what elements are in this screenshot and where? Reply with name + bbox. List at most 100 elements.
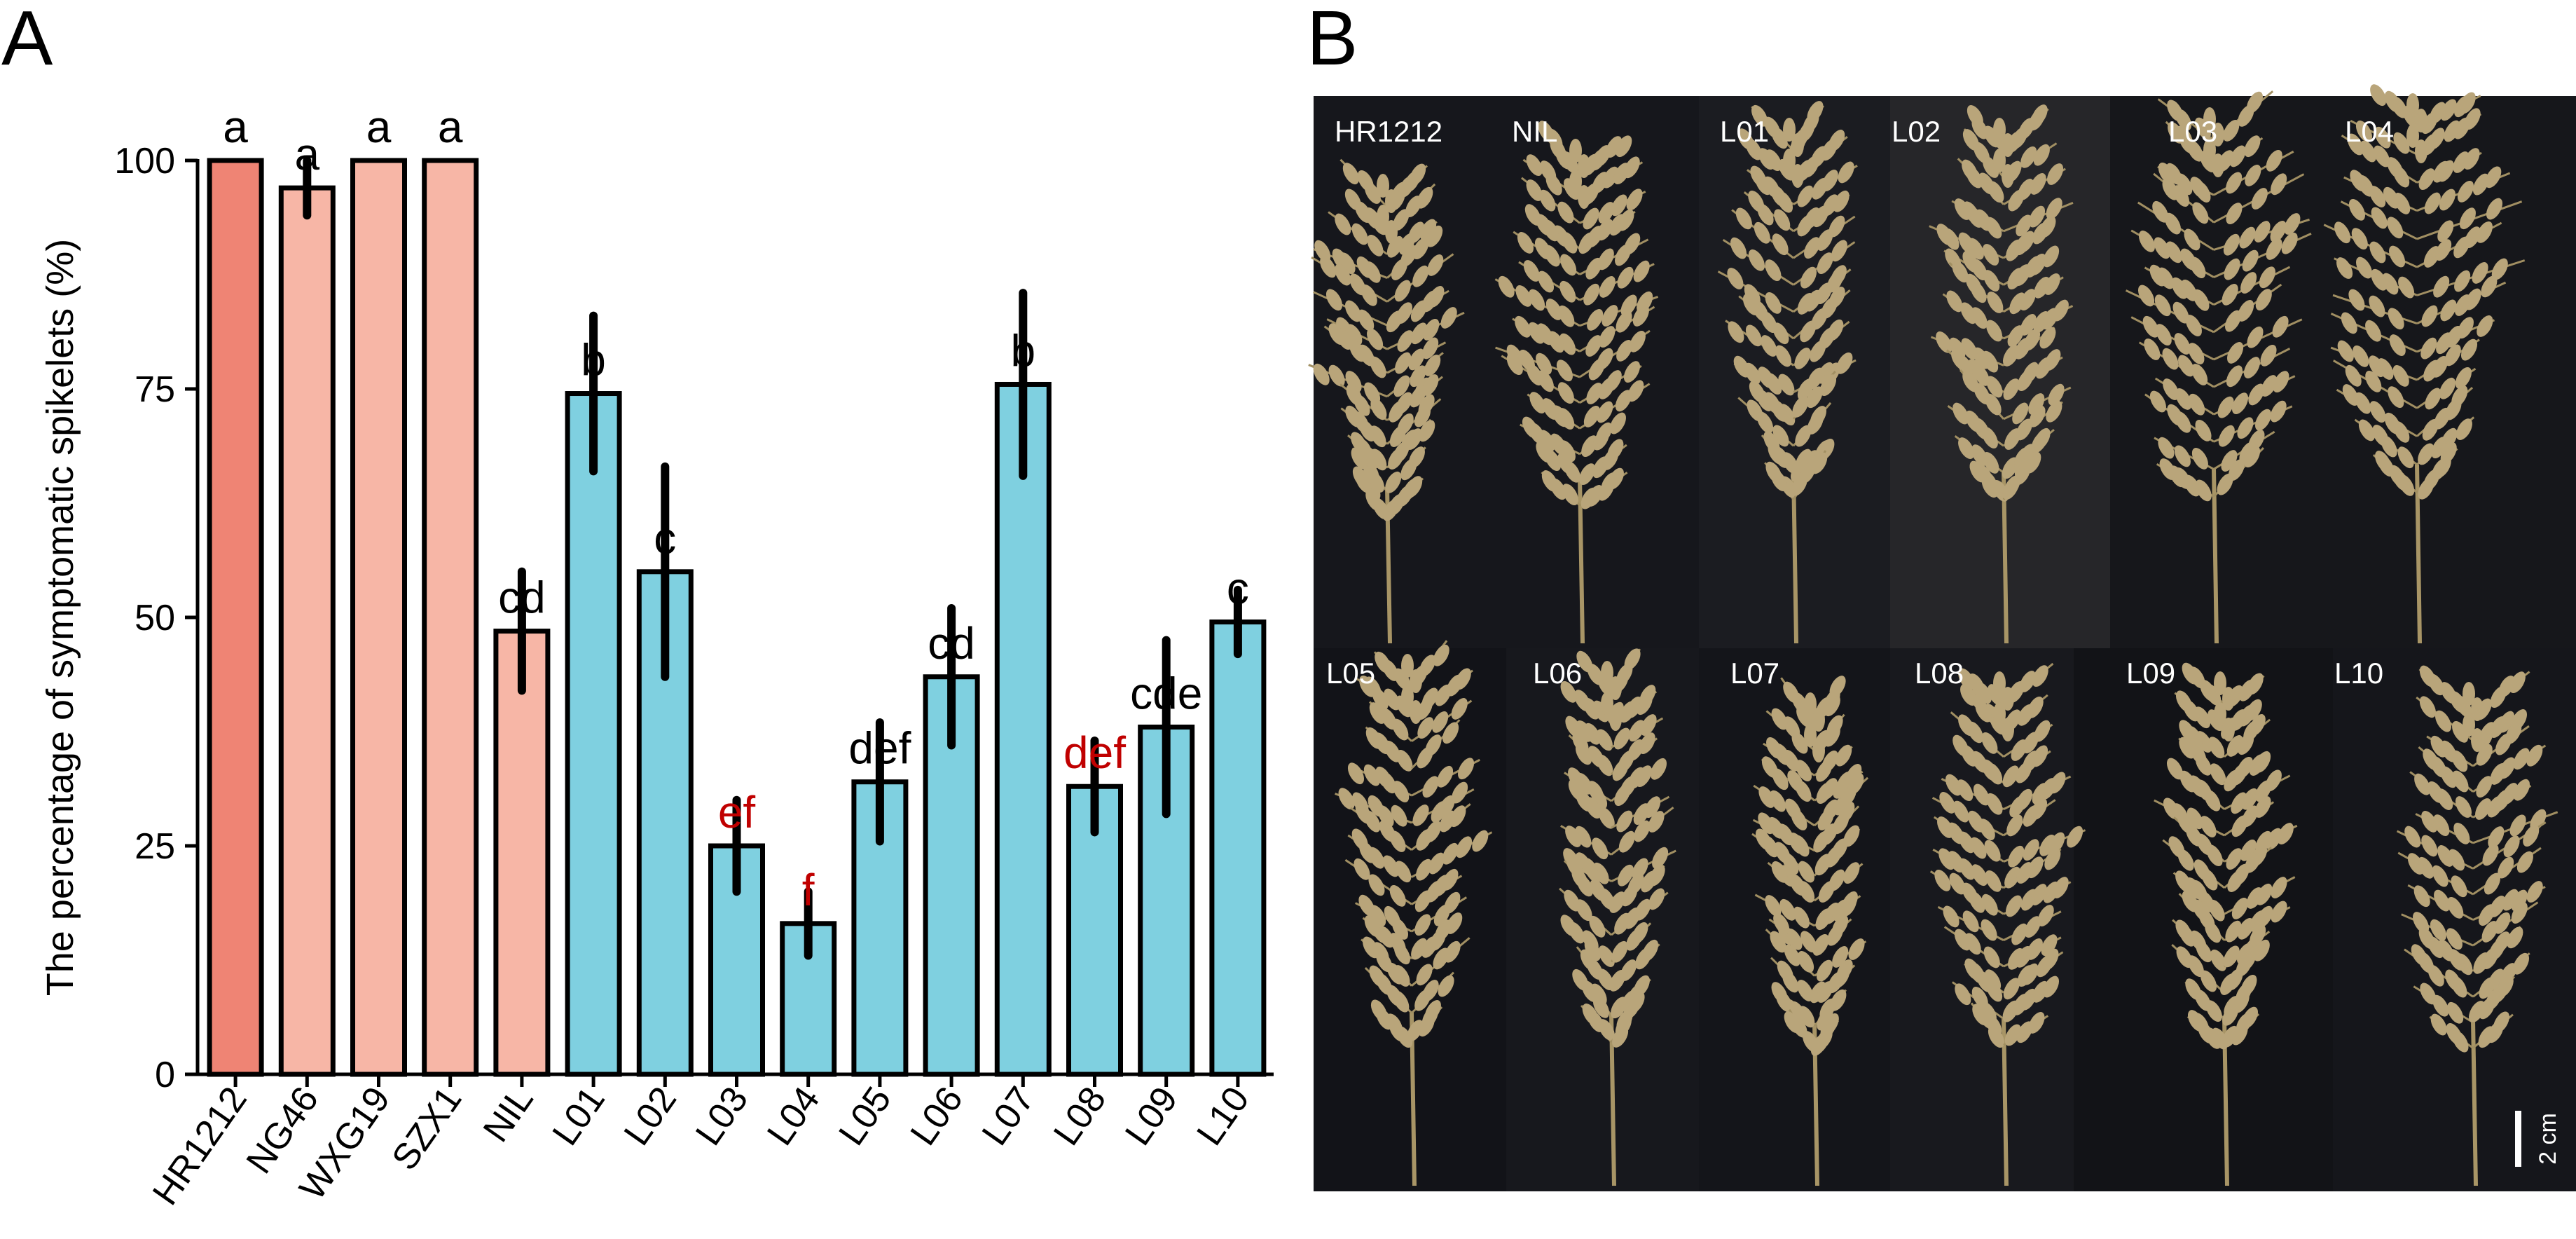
rice-grain — [2382, 273, 2399, 295]
rice-grain — [1784, 944, 1800, 966]
rice-grain — [2457, 317, 2474, 339]
rice-grain — [1733, 355, 1750, 378]
rice-grain — [2444, 344, 2461, 367]
category-label-l08: L08 — [1046, 1080, 1114, 1153]
rice-grain — [1536, 352, 1552, 375]
rice-grain — [1765, 895, 1782, 917]
rice-grain — [1773, 912, 1790, 935]
rice-grain — [1352, 466, 1369, 488]
rice-grain — [1396, 749, 1413, 772]
rice-grain — [2254, 796, 2271, 818]
rice-grain — [1578, 185, 1590, 209]
rice-grain — [1639, 732, 1655, 754]
rice-grain — [2254, 221, 2271, 242]
rice-grain — [1748, 191, 1765, 212]
rice-grain — [2244, 446, 2261, 467]
rice-grain — [1580, 949, 1597, 971]
rice-grain — [2247, 673, 2264, 695]
rice-grain — [1748, 249, 1765, 271]
rice-grain — [2360, 140, 2376, 163]
rice-grain — [1836, 352, 1853, 374]
rice-grain — [1945, 774, 1962, 796]
rice-grain — [1375, 766, 1392, 788]
rice-grain — [1394, 280, 1411, 302]
rice-grain — [1583, 405, 1600, 427]
rice-grain — [1426, 225, 1443, 247]
rice-grain — [2162, 348, 2179, 370]
rice-grain — [1845, 764, 1862, 786]
rice-grain — [2152, 200, 2169, 223]
rice-grain — [1758, 148, 1775, 170]
rice-grain — [2203, 138, 2216, 162]
rice-grain — [1472, 830, 1489, 852]
category-label-szx1: SZX1 — [384, 1080, 469, 1178]
rice-grain — [2184, 228, 2200, 251]
rice-grain — [2455, 796, 2472, 818]
rice-grain — [1652, 847, 1669, 869]
panicle-stem — [1791, 471, 1798, 644]
rice-grain — [2424, 192, 2441, 214]
rice-grain — [2484, 872, 2500, 895]
rice-grain — [1611, 940, 1628, 963]
rice-grain — [1395, 352, 1412, 374]
rice-grain — [2239, 226, 2256, 249]
rice-grain — [2370, 84, 2387, 107]
rice-grain — [1986, 376, 2003, 398]
rice-grain — [1828, 130, 1845, 151]
rice-grain — [1965, 273, 1982, 296]
rice-grain — [1358, 894, 1375, 917]
rice-grain — [2441, 427, 2458, 450]
rice-grain — [2223, 945, 2240, 968]
rice-grain — [1406, 476, 1423, 498]
rice-grain — [2345, 364, 2362, 387]
rice-grain — [2189, 393, 2205, 416]
rice-grain — [1939, 792, 1956, 814]
rice-grain — [1410, 163, 1426, 186]
rice-grain — [2271, 173, 2287, 196]
rice-grain — [2464, 108, 2481, 130]
rice-grain — [2016, 788, 2032, 811]
rice-grain — [2418, 443, 2434, 465]
photo-label-l03: L03 — [2168, 115, 2217, 148]
rice-grain — [2142, 315, 2159, 338]
rice-grain — [1385, 220, 1398, 244]
rice-grain — [1528, 322, 1545, 344]
rice-grain — [2388, 308, 2404, 330]
rice-grain — [1569, 170, 1582, 193]
rice-grain — [1574, 690, 1591, 711]
rice-grain — [1812, 708, 1825, 732]
rice-grain — [2222, 1025, 2238, 1048]
rice-grain — [1349, 273, 1366, 296]
rice-grain — [1417, 717, 1434, 739]
rice-grain — [1644, 796, 1661, 819]
rice-grain — [2456, 418, 2472, 440]
rice-grain — [1971, 864, 1988, 887]
rice-grain — [2432, 865, 2448, 887]
rice-grain — [2494, 912, 2511, 934]
rice-grain — [2452, 720, 2469, 743]
rice-grain — [1629, 330, 1646, 352]
rice-grain — [1541, 470, 1558, 492]
rice-grain — [1351, 432, 1368, 454]
rice-grain — [1389, 933, 1406, 954]
rice-grain — [1452, 781, 1468, 804]
rice-grain — [2415, 139, 2427, 163]
rice-grain — [2176, 946, 2193, 968]
rice-grain — [1598, 945, 1615, 967]
rice-grain — [1421, 687, 1438, 710]
category-label-l04: L04 — [759, 1080, 827, 1153]
rice-panicle — [1559, 648, 1676, 1186]
rice-grain — [1962, 910, 1979, 933]
rice-grain — [2023, 839, 2039, 861]
rice-panicle — [2323, 84, 2526, 644]
rice-grain — [1545, 299, 1562, 320]
rice-grain — [2149, 390, 2166, 413]
rice-grain — [1597, 401, 1613, 423]
significance-label-l06: cd — [928, 618, 975, 669]
rice-panicle — [1335, 640, 1493, 1186]
rice-grain — [2037, 905, 2054, 926]
rice-grain — [1985, 870, 2002, 892]
rice-grain — [2002, 687, 2014, 711]
rice-grain — [2451, 875, 2467, 898]
rice-grain — [2155, 324, 2172, 346]
